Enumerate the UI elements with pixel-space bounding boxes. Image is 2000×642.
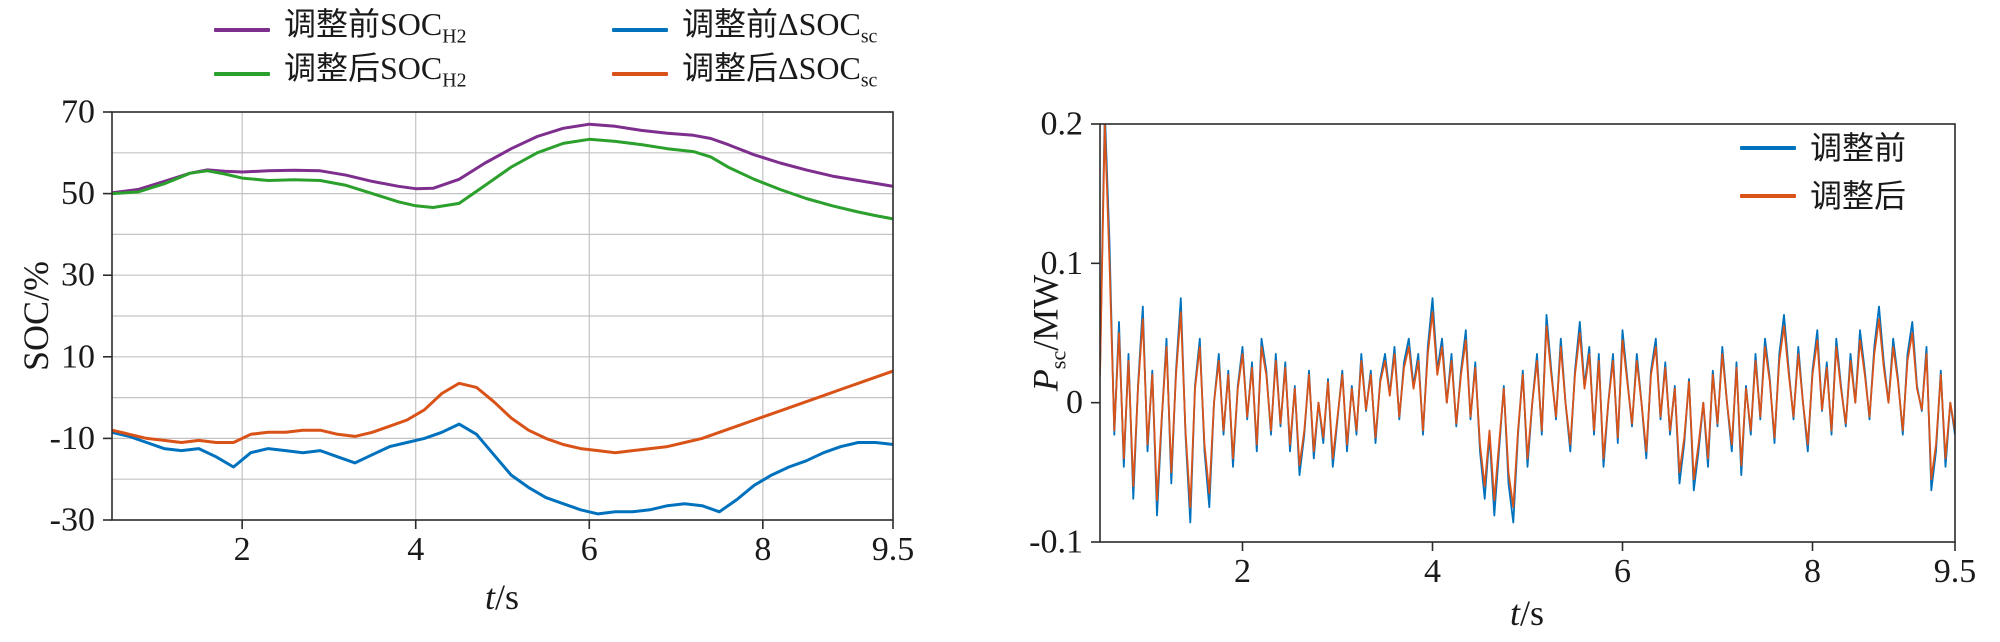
- x-tick-label: 4: [1424, 553, 1441, 590]
- y-tick-label: 0.1: [1041, 245, 1084, 282]
- y-tick-label: 70: [61, 94, 95, 131]
- legend-item-after: 调整后: [1740, 176, 1906, 216]
- y-tick-label: -30: [50, 502, 95, 539]
- series-line-1: [1100, 124, 1955, 509]
- series-line-1: [112, 137, 893, 221]
- plot-box: [111, 111, 894, 521]
- x-tick-label: 8: [1804, 553, 1821, 590]
- legend-label: 调整前SOCH2: [284, 5, 467, 48]
- x-tick-label: 9.5: [1934, 553, 1977, 590]
- x-tick-label: 2: [1234, 553, 1251, 590]
- left-chart: 2 4 6 8 9.5 70 50 30 10 -10 -30: [50, 94, 915, 569]
- legend-item-dsoc-sc-before: 调整前ΔSOCsc: [612, 6, 877, 50]
- y-tick-label: 30: [61, 257, 95, 294]
- y-tick-label: 0: [1066, 384, 1083, 421]
- y-tick-label: -10: [50, 420, 95, 457]
- legend-line-sample: [214, 28, 270, 32]
- legend-line-sample: [1740, 194, 1796, 198]
- right-chart: 2 4 6 8 9.5 0.2 0.1 0 -0.1: [1029, 106, 1977, 591]
- legend-label: 调整前: [1810, 130, 1907, 166]
- legend-line-sample: [612, 28, 668, 32]
- legend-label: 调整后: [1810, 178, 1907, 214]
- right-y-axis-label: Psc/MW: [1025, 274, 1071, 392]
- y-tick-label: 0.2: [1041, 106, 1084, 143]
- x-tick-label: 9.5: [872, 531, 915, 568]
- right-x-axis-label: t/s: [1509, 593, 1545, 633]
- series-line-0: [1100, 124, 1955, 524]
- x-tick-label: 6: [581, 531, 598, 568]
- legend-item-soc-h2-before: 调整前SOCH2: [214, 6, 467, 50]
- y-tick-label: -0.1: [1029, 524, 1083, 561]
- legend-item-soc-h2-after: 调整后SOCH2: [214, 50, 467, 94]
- legend-line-sample: [1740, 146, 1796, 150]
- left-x-axis-label: t/s: [484, 577, 520, 617]
- legend-label: 调整后SOCH2: [284, 49, 467, 92]
- legend-item-before: 调整前: [1740, 128, 1906, 168]
- legend-label: 调整后ΔSOCsc: [682, 49, 878, 92]
- x-tick-label: 2: [234, 531, 251, 568]
- legend-line-sample: [612, 72, 668, 76]
- x-tick-label: 4: [407, 531, 424, 568]
- legend-line-sample: [214, 72, 270, 76]
- plot-box: [1099, 123, 1956, 543]
- series-line-0: [112, 122, 893, 195]
- x-tick-label: 8: [754, 531, 771, 568]
- legend-item-dsoc-sc-after: 调整后ΔSOCsc: [612, 50, 877, 94]
- left-y-axis-label: SOC/%: [16, 260, 56, 372]
- y-tick-label: 10: [61, 338, 95, 375]
- legend-label: 调整前ΔSOCsc: [682, 5, 878, 48]
- series-line-2: [112, 422, 893, 516]
- y-tick-label: 50: [61, 175, 95, 212]
- series-line-3: [112, 369, 893, 455]
- x-tick-label: 6: [1614, 553, 1631, 590]
